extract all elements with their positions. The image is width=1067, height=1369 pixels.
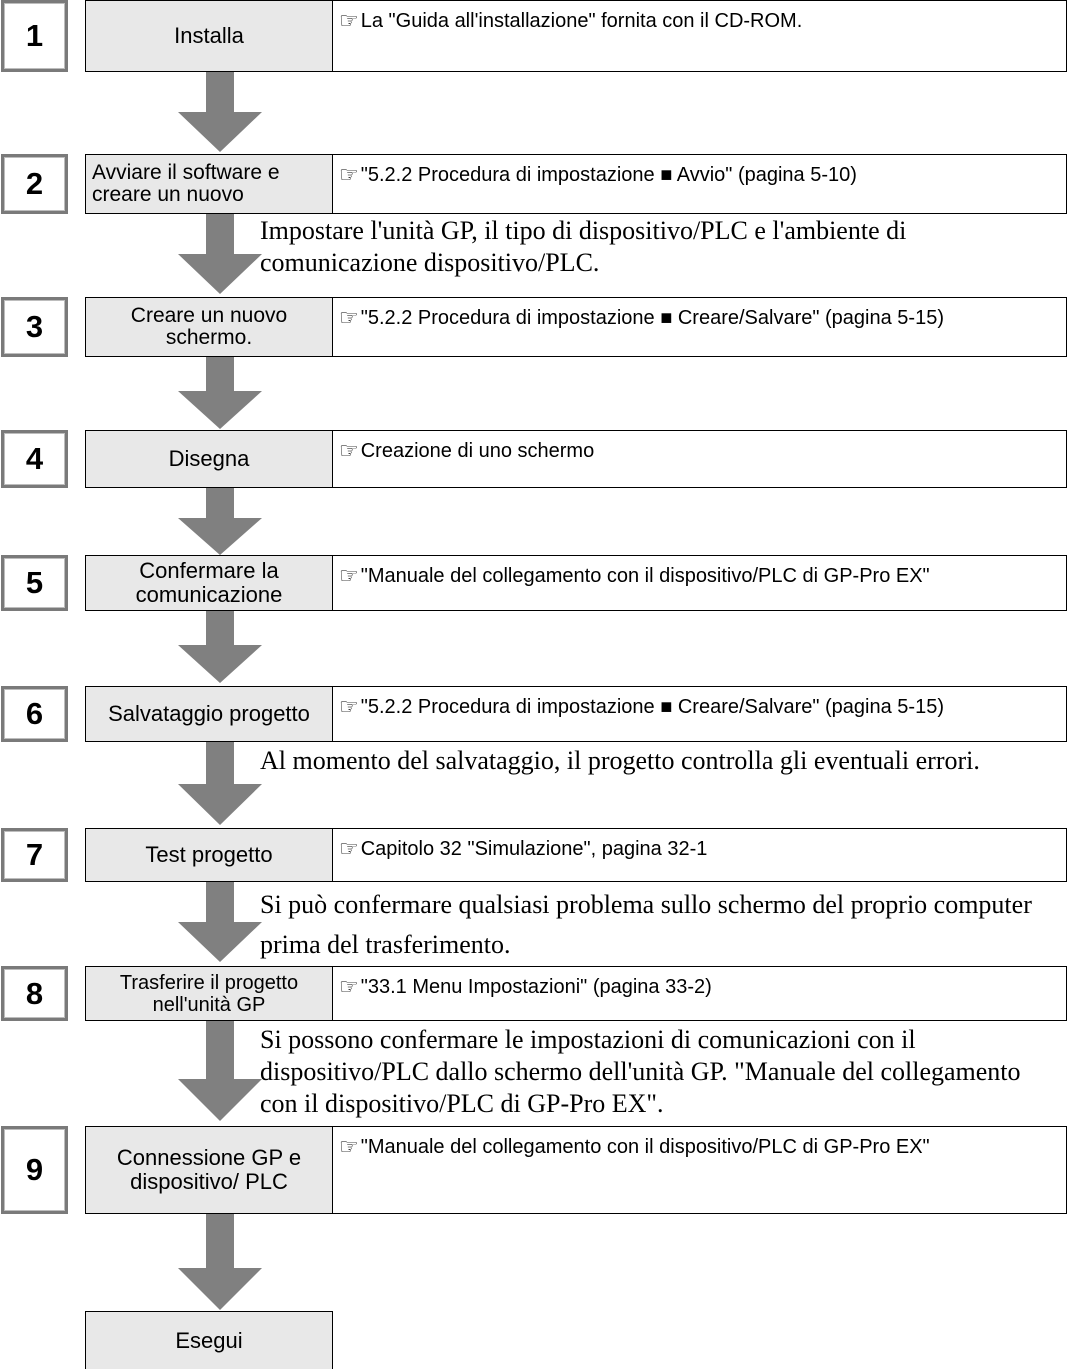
step-box-3: Creare un nuovo schermo. [85,297,333,357]
step-box-4: Disegna [85,430,333,488]
step-number-4: 4 [1,430,68,488]
pointing-hand-icon: ☞ [339,9,359,34]
step-box-5: Confermare la comunicazione [85,555,333,611]
flow-arrow-8 [178,1021,262,1121]
flow-arrow-9 [178,1214,262,1310]
note-after-step-8: Si possono confermare le impostazioni di… [260,1025,1021,1118]
pointing-hand-icon: ☞ [339,837,359,862]
step-label-6: Salvataggio progetto [108,701,310,726]
step-label-7: Test progetto [145,842,273,867]
step-number-8: 8 [1,966,68,1021]
step-number-5: 5 [1,555,68,611]
step-box-6: Salvataggio progetto [85,686,333,742]
reference-box-7: ☞ Capitolo 32 "Simulazione", pagina 32-1 [333,828,1067,882]
pointing-hand-icon: ☞ [339,695,359,720]
step-number-3: 3 [1,297,68,357]
note-after-step-2: Impostare l'unità GP, il tipo di disposi… [260,216,907,277]
pointing-hand-icon: ☞ [339,564,359,589]
reference-box-4: ☞ Creazione di uno schermo [333,430,1067,488]
final-step-label: Esegui [175,1327,243,1353]
pointing-hand-icon: ☞ [339,439,359,464]
step-label-8: Trasferire il progetto nell'unità GP [119,971,299,1016]
step-label-2: Avviare il software e creare un nuovo [92,161,280,206]
flow-arrow-1 [178,72,262,152]
reference-box-6: ☞ "5.2.2 Procedura di impostazione ■ Crea… [333,686,1067,742]
step-number-9: 9 [1,1126,68,1214]
reference-text-6: "5.2.2 Procedura di impostazione ■ Crear… [360,696,944,718]
reference-box-1: ☞ La "Guida all'installazione" fornita co… [333,0,1067,72]
step-number-7: 7 [1,828,68,882]
step-label-3: Creare un nuovo schermo. [130,304,288,349]
step-number-6: 6 [1,686,68,742]
note-after-step-7: Si può confermare qualsiasi problema sul… [260,890,1032,959]
final-step-box: Esegui [85,1311,333,1369]
flow-arrow-5 [178,611,262,683]
reference-text-7: Capitolo 32 "Simulazione", pagina 32-1 [360,838,708,860]
reference-box-2: ☞ "5.2.2 Procedura di impostazione ■ Avvi… [333,154,1067,214]
reference-text-4: Creazione di uno schermo [360,440,595,462]
reference-text-1: La "Guida all'installazione" fornita con… [360,10,803,32]
flow-arrow-3 [178,357,262,429]
pointing-hand-icon: ☞ [339,1135,359,1160]
flow-arrow-7 [178,882,262,962]
note-after-step-6: Al momento del salvataggio, il progetto … [260,746,980,775]
step-label-1: Installa [174,23,244,48]
reference-text-3: "5.2.2 Procedura di impostazione ■ Crear… [360,307,944,329]
pointing-hand-icon: ☞ [339,163,359,188]
reference-box-5: ☞ "Manuale del collegamento con il dispos… [333,555,1067,611]
step-box-1: Installa [85,0,333,72]
reference-text-2: "5.2.2 Procedura di impostazione ■ Avvio… [360,164,857,186]
step-box-8: Trasferire il progetto nell'unità GP [85,966,333,1021]
reference-box-3: ☞ "5.2.2 Procedura di impostazione ■ Crea… [333,297,1067,357]
pointing-hand-icon: ☞ [339,975,359,1000]
reference-box-9: ☞ "Manuale del collegamento con il dispos… [333,1126,1067,1214]
flow-arrow-2 [178,214,262,294]
reference-text-8: "33.1 Menu Impostazioni" (pagina 33-2) [360,976,712,998]
step-number-1: 1 [1,0,68,72]
reference-box-8: ☞ "33.1 Menu Impostazioni" (pagina 33-2) [333,966,1067,1021]
step-box-2: Avviare il software e creare un nuovo [85,154,333,214]
reference-text-9: "Manuale del collegamento con il disposi… [360,1136,930,1158]
step-label-4: Disegna [168,446,250,471]
step-box-9: Connessione GP e dispositivo/ PLC [85,1126,333,1214]
step-box-7: Test progetto [85,828,333,882]
flow-arrow-6 [178,742,262,825]
step-label-5: Confermare la comunicazione [135,558,283,607]
pointing-hand-icon: ☞ [339,306,359,331]
reference-text-5: "Manuale del collegamento con il disposi… [360,565,930,587]
step-label-9: Connessione GP e dispositivo/ PLC [116,1145,302,1194]
step-number-2: 2 [1,154,68,214]
flow-arrow-4 [178,488,262,555]
